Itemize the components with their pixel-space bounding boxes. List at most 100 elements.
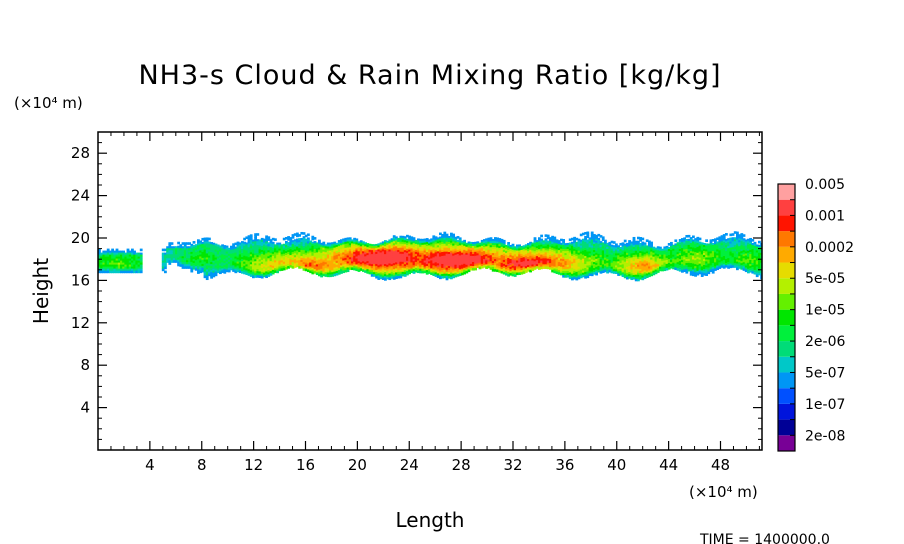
heatmap-cell	[520, 251, 524, 255]
heatmap-cell	[406, 240, 409, 244]
heatmap-cell	[753, 251, 757, 255]
heatmap-cell	[588, 265, 592, 268]
heatmap-cell	[722, 264, 726, 267]
heatmap-cell	[285, 256, 288, 260]
heatmap-cell	[109, 262, 112, 266]
heatmap-cell	[399, 247, 403, 251]
heatmap-cell	[344, 245, 348, 249]
heatmap-cell	[610, 256, 614, 260]
heatmap-cell	[351, 255, 354, 259]
heatmap-cell	[399, 271, 403, 275]
heatmap-cell	[223, 271, 227, 274]
x-axis-label: Length	[396, 508, 465, 532]
heatmap-cell	[696, 250, 700, 254]
x-tick-label: 28	[452, 456, 471, 474]
heatmap-cell	[135, 262, 139, 266]
heatmap-cell	[584, 271, 587, 275]
heatmap-cell	[401, 251, 405, 255]
heatmap-cell	[643, 272, 647, 276]
heatmap-cell	[480, 249, 484, 253]
heatmap-cell	[496, 261, 499, 265]
heatmap-cell	[370, 250, 374, 253]
heatmap-cell	[300, 259, 304, 263]
heatmap-cell	[238, 262, 242, 265]
heatmap-cell	[388, 247, 392, 251]
heatmap-cell	[177, 245, 180, 249]
heatmap-cell	[687, 260, 691, 264]
heatmap-cell	[703, 244, 706, 248]
heatmap-cell	[238, 250, 242, 253]
heatmap-cell	[617, 253, 620, 256]
heatmap-cell	[219, 247, 222, 251]
heatmap-cell	[236, 249, 240, 253]
heatmap-cell	[447, 250, 451, 253]
heatmap-cell	[318, 269, 321, 273]
heatmap-cell	[417, 260, 420, 264]
heatmap-cell	[529, 257, 532, 261]
heatmap-cell	[326, 272, 330, 276]
heatmap-cell	[731, 261, 735, 264]
heatmap-cell	[309, 246, 312, 250]
heatmap-cell	[502, 243, 506, 247]
heatmap-cell	[243, 269, 246, 273]
heatmap-cell	[740, 249, 744, 252]
heatmap-cell	[577, 258, 581, 262]
heatmap-cell	[643, 242, 647, 246]
heatmap-cell	[705, 239, 708, 242]
heatmap-cell	[245, 242, 249, 246]
heatmap-cell	[412, 261, 416, 264]
heatmap-cell	[529, 267, 532, 271]
heatmap-cell	[230, 263, 233, 267]
heatmap-cell	[212, 274, 216, 278]
heatmap-cell	[652, 268, 656, 272]
heatmap-cell	[263, 254, 266, 258]
heatmap-cell	[753, 259, 757, 263]
heatmap-cell	[454, 264, 458, 268]
heatmap-cell	[412, 253, 416, 256]
heatmap-cell	[133, 260, 136, 264]
heatmap-cell	[610, 260, 614, 264]
heatmap-cell	[450, 256, 453, 260]
heatmap-cell	[373, 256, 376, 259]
heatmap-cell	[626, 262, 629, 266]
heatmap-cell	[694, 272, 697, 275]
heatmap-cell	[494, 249, 497, 252]
heatmap-cell	[443, 231, 447, 235]
heatmap-cell	[604, 263, 607, 267]
heatmap-cell	[551, 239, 554, 243]
heatmap-cell	[313, 257, 317, 260]
heatmap-cell	[115, 254, 119, 258]
heatmap-cell	[384, 276, 387, 279]
heatmap-cell	[368, 249, 372, 253]
heatmap-cell	[161, 254, 165, 258]
heatmap-cell	[738, 246, 741, 249]
heatmap-cell	[456, 244, 460, 247]
heatmap-cell	[311, 255, 315, 259]
heatmap-cell	[496, 247, 499, 251]
heatmap-cell	[648, 250, 651, 254]
heatmap-cell	[335, 266, 339, 270]
heatmap-cell	[725, 241, 728, 244]
heatmap-cell	[597, 253, 601, 257]
heatmap-cell	[507, 268, 510, 271]
heatmap-cell	[351, 239, 354, 243]
heatmap-cell	[654, 259, 658, 263]
heatmap-cell	[373, 250, 376, 253]
heatmap-cell	[432, 255, 436, 258]
heatmap-cell	[186, 242, 189, 245]
heatmap-cell	[590, 255, 594, 259]
heatmap-cell	[113, 256, 117, 260]
heatmap-cell	[474, 251, 477, 255]
heatmap-cell	[588, 271, 592, 274]
heatmap-cell	[696, 266, 700, 270]
heatmap-cell	[670, 241, 673, 245]
heatmap-cell	[744, 259, 748, 263]
heatmap-cell	[593, 258, 596, 261]
colorbar-swatch	[778, 215, 795, 232]
heatmap-cell	[315, 272, 319, 276]
heatmap-cell	[214, 253, 218, 257]
heatmap-cell	[720, 251, 724, 254]
heatmap-cell	[269, 269, 273, 272]
heatmap-cell	[203, 261, 207, 265]
heatmap-cell	[238, 258, 242, 261]
